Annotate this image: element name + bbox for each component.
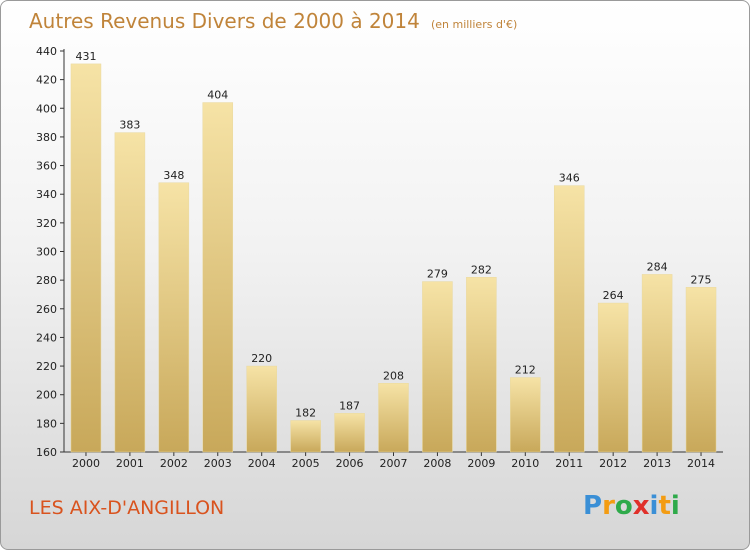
logo-letter: t [658,491,671,521]
logo-letter: r [602,491,615,521]
bar-2012 [597,302,629,453]
x-tick-label: 2014 [687,457,715,470]
bar-2009 [466,277,497,453]
x-tick-label: 2012 [599,457,627,470]
y-tick-label: 160 [36,446,57,459]
bar-2006 [334,413,365,453]
value-label-2014: 275 [691,273,712,286]
bar-2008 [422,281,453,453]
bar-2004 [246,365,277,453]
x-tick-label: 2010 [511,457,539,470]
value-label-2008: 279 [427,268,448,281]
chart-title: Autres Revenus Divers de 2000 à 2014 (en… [29,9,517,33]
y-tick-label: 300 [36,246,57,259]
bar-2000 [70,63,102,453]
value-label-2010: 212 [515,364,536,377]
y-tick-label: 180 [36,417,57,430]
value-label-2009: 282 [471,263,492,276]
logo-letter: P [583,491,603,521]
bar-2003 [202,102,234,453]
bar-2013 [641,274,673,453]
bar-2010 [510,377,541,453]
x-tick-label: 2009 [467,457,495,470]
x-tick-label: 2000 [72,457,100,470]
x-tick-label: 2002 [160,457,188,470]
value-label-2013: 284 [647,260,668,273]
bars [70,63,717,453]
proxiti-logo: Proxiti [583,491,680,521]
y-tick-label: 220 [36,360,57,373]
value-label-2005: 182 [295,406,316,419]
value-label-2002: 348 [163,169,184,182]
bar-2014 [685,287,717,453]
logo-letter: o [614,491,633,521]
y-tick-label: 400 [36,102,57,115]
y-tick-label: 260 [36,303,57,316]
logo-letter: i [649,491,659,521]
bar-2005 [290,420,321,453]
value-label-2012: 264 [603,289,624,302]
y-tick-label: 380 [36,131,57,144]
value-label-2000: 431 [75,50,96,63]
value-label-2007: 208 [383,369,404,382]
y-tick-label: 280 [36,274,57,287]
x-tick-label: 2001 [116,457,144,470]
y-tick-label: 360 [36,160,57,173]
bar-2002 [158,182,190,453]
y-tick-label: 200 [36,389,57,402]
y-tick-label: 320 [36,217,57,230]
x-tick-label: 2013 [643,457,671,470]
title-unit: (en milliers d'€) [430,18,518,31]
value-label-2011: 346 [559,172,580,185]
x-tick-label: 2008 [423,457,451,470]
axes: 160 180 200 220 240 260 280 300 320 340 360 380 400 4… [36,45,723,470]
value-label-2006: 187 [339,399,360,412]
bar-2011 [553,185,585,453]
y-tick-label: 420 [36,74,57,87]
x-tick-label: 2006 [336,457,364,470]
bar-2001 [114,132,146,453]
logo-letter: i [670,491,680,521]
bar-2007 [378,383,409,453]
value-label-2004: 220 [251,352,272,365]
x-tick-label: 2005 [292,457,320,470]
value-labels: 431 383 348 404 220 182 187 208 279 282 212 346 264 2… [75,50,711,420]
value-label-2003: 404 [207,89,228,102]
x-tick-label: 2003 [204,457,232,470]
x-tick-label: 2007 [380,457,408,470]
value-label-2001: 383 [119,119,140,132]
commune-name: LES AIX-D'ANGILLON [29,497,225,519]
y-tick-label: 240 [36,331,57,344]
x-tick-label: 2004 [248,457,276,470]
title-text: Autres Revenus Divers de 2000 à 2014 [29,9,420,33]
x-tick-label: 2011 [555,457,583,470]
y-tick-label: 440 [36,45,57,58]
logo-letter: x [632,491,650,521]
y-tick-label: 340 [36,188,57,201]
